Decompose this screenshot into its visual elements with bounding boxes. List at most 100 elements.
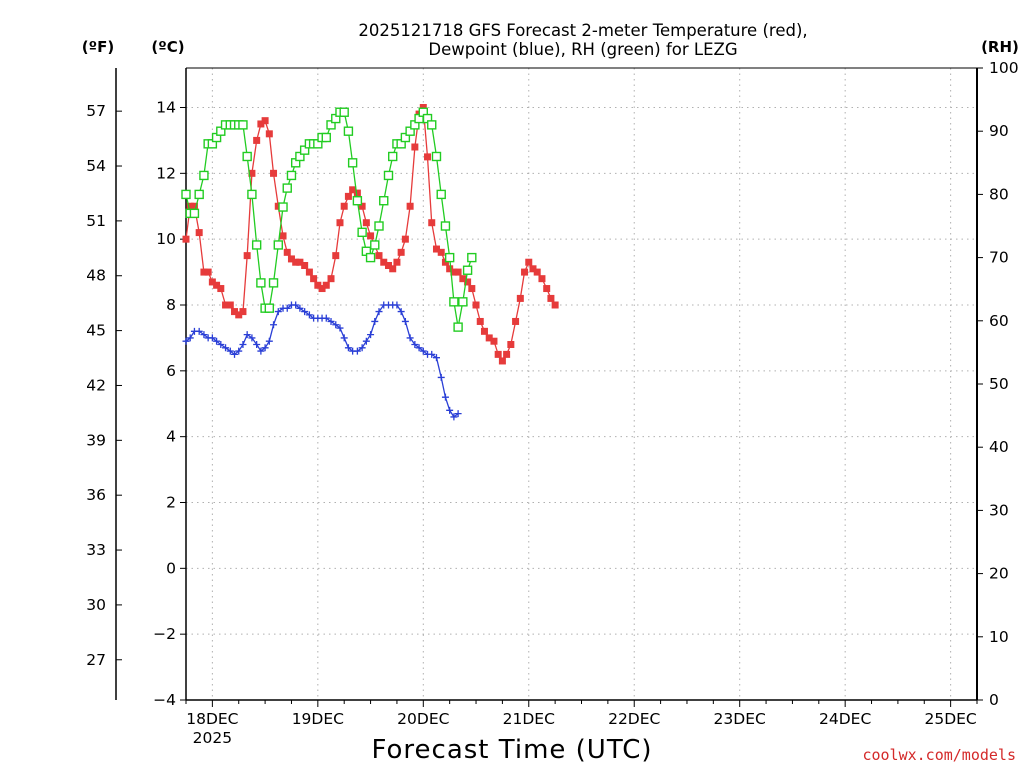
x-tick-label: 20DEC xyxy=(397,710,449,728)
rh-tick-label: 90 xyxy=(989,122,1009,140)
celsius-tick-label: 14 xyxy=(156,99,176,117)
rh-point xyxy=(379,196,389,206)
dewpoint-point xyxy=(305,311,313,319)
temperature-point xyxy=(283,248,291,256)
temperature-point xyxy=(231,308,239,316)
temperature-point xyxy=(533,268,541,276)
temperature-point xyxy=(344,192,352,200)
temperature-point xyxy=(507,341,515,348)
rh-point xyxy=(462,265,473,275)
temperature-point xyxy=(446,265,454,273)
rh-point xyxy=(251,240,262,250)
celsius-tick-label: 12 xyxy=(156,164,176,182)
temperature-point xyxy=(222,301,230,309)
temperature-point xyxy=(490,337,498,345)
x-tick-label: 23DEC xyxy=(714,710,766,728)
dewpoint-point xyxy=(292,301,300,309)
celsius-unit-label: (ºC) xyxy=(151,38,184,56)
temperature-point xyxy=(424,153,432,161)
fahrenheit-tick-label: 36 xyxy=(86,486,106,504)
temperature-point xyxy=(327,275,335,283)
dewpoint-point xyxy=(419,347,427,355)
fahrenheit-tick-label: 39 xyxy=(86,431,106,449)
rh-unit-label: (RH) xyxy=(981,38,1019,56)
rh-point xyxy=(238,120,248,130)
temperature-point xyxy=(322,281,330,289)
ticks: −4 −2 0 2 4 6 8 10 12 14 27 30 33 36 39 42 45 48 51 54 57 0 10… xyxy=(86,59,1018,747)
rh-point xyxy=(436,189,446,200)
dewpoint-point xyxy=(336,324,344,332)
temperature-point xyxy=(529,265,537,273)
dewpoint-point xyxy=(432,354,440,362)
dewpoint-point xyxy=(231,350,239,358)
rh-point xyxy=(352,196,363,206)
temperature-point xyxy=(498,357,506,365)
dewpoint-point xyxy=(186,334,194,342)
rh-point xyxy=(264,303,275,313)
axes xyxy=(115,67,978,701)
dewpoint-point xyxy=(375,308,383,316)
rh-point xyxy=(216,126,226,136)
rh-point xyxy=(405,126,415,136)
temperature-point xyxy=(314,281,322,289)
temperature-point xyxy=(406,202,414,210)
dewpoint-point xyxy=(397,308,405,316)
rh-point xyxy=(268,278,279,288)
temperature-point xyxy=(332,252,340,260)
temperature-point xyxy=(182,235,190,243)
x-tick-label: 25DEC xyxy=(924,710,976,728)
temperature-point xyxy=(454,268,462,276)
celsius-tick-label: −2 xyxy=(153,625,176,643)
rh-point xyxy=(256,278,266,288)
rh-point xyxy=(347,158,358,168)
rh-point xyxy=(444,252,455,263)
rh-point xyxy=(242,151,252,162)
temperature-point xyxy=(389,265,397,273)
temperature-point xyxy=(375,252,383,260)
rh-tick-label: 30 xyxy=(989,501,1009,519)
x-tick-label: 21DEC xyxy=(503,710,555,728)
temperature-point xyxy=(401,235,409,243)
rh-point xyxy=(449,297,459,307)
dewpoint-point xyxy=(358,344,366,352)
temperature-point xyxy=(480,327,488,335)
temperature-point xyxy=(538,275,546,283)
dewpoint-point xyxy=(322,314,330,322)
rh-point xyxy=(194,189,204,200)
fahrenheit-tick-label: 42 xyxy=(86,376,106,394)
series-layer xyxy=(181,104,559,421)
rh-point xyxy=(453,322,463,332)
rh-point xyxy=(357,227,367,238)
rh-point xyxy=(326,120,336,130)
fahrenheit-tick-label: 30 xyxy=(86,596,106,614)
temperature-point xyxy=(349,186,357,194)
temperature-point xyxy=(292,258,300,266)
fahrenheit-unit-label: (ºF) xyxy=(82,38,114,56)
dewpoint-point xyxy=(208,334,216,342)
dewpoint-point xyxy=(301,308,309,316)
temperature-point xyxy=(305,268,313,276)
celsius-tick-label: 10 xyxy=(156,230,176,248)
temperature-point xyxy=(485,334,493,342)
rh-point xyxy=(388,151,398,162)
temperature-point xyxy=(336,219,344,227)
dewpoint-point xyxy=(243,331,251,339)
dewpoint-point xyxy=(327,317,335,325)
x-axis-label: Forecast Time (UTC) xyxy=(371,735,652,765)
temperature-point xyxy=(274,202,282,210)
rh-point xyxy=(467,252,477,263)
dewpoint-point xyxy=(182,337,190,345)
rh-point xyxy=(199,170,209,181)
temperature-point xyxy=(459,275,467,283)
temperature-point xyxy=(419,104,427,111)
temperature-point xyxy=(468,285,476,293)
dewpoint-point xyxy=(454,410,462,418)
temperature-point xyxy=(301,262,309,269)
rh-tick-label: 20 xyxy=(989,565,1009,583)
temperature-point xyxy=(512,317,520,325)
chart-title-line2: Dewpoint (blue), RH (green) for LEZG xyxy=(428,40,737,59)
temperature-point xyxy=(235,311,243,319)
dewpoint-point xyxy=(213,337,221,345)
temperature-point xyxy=(358,202,366,210)
